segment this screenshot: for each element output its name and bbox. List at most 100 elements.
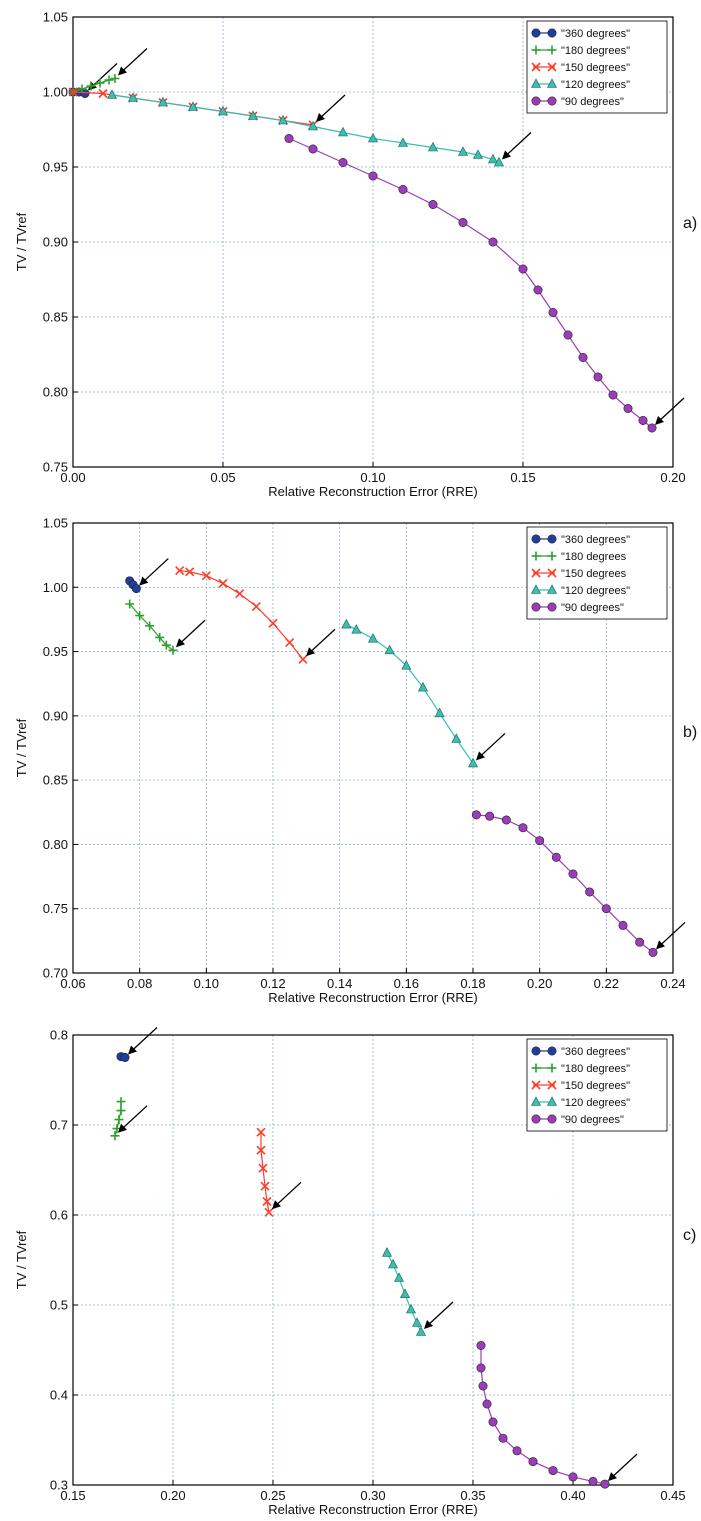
data-point — [593, 372, 603, 382]
data-point — [548, 307, 558, 317]
x-tick-label: 0.35 — [460, 1488, 485, 1503]
data-point — [338, 158, 348, 168]
legend-marker — [547, 551, 557, 561]
y-tick-label: 0.4 — [50, 1388, 68, 1403]
x-tick-label: 0.20 — [660, 470, 685, 485]
legend-marker — [547, 1063, 557, 1073]
plot-frame — [72, 1034, 674, 1486]
y-tick-label: 0.85 — [43, 310, 68, 325]
data-point — [551, 852, 561, 862]
data-point — [623, 403, 633, 413]
data-point — [518, 823, 528, 833]
series-4 — [471, 810, 686, 957]
annotation-arrowhead — [306, 647, 315, 657]
data-point — [120, 1053, 130, 1063]
data-point — [98, 88, 108, 99]
data-point — [308, 144, 318, 154]
data-point — [185, 567, 195, 577]
series-line — [111, 94, 500, 164]
legend-marker — [531, 1114, 541, 1124]
x-tick-label: 0.14 — [327, 976, 352, 991]
x-tick-label: 0.08 — [127, 976, 152, 991]
data-point — [268, 618, 278, 628]
y-tick-label: 0.7 — [50, 1118, 68, 1133]
data-point — [638, 415, 648, 425]
data-point — [285, 638, 295, 648]
panel-label: c) — [683, 1227, 696, 1244]
annotation-arrow — [308, 628, 336, 654]
annotation-arrowhead — [118, 66, 127, 76]
annotation-arrow — [178, 619, 206, 645]
legend: "360 degrees" "180 degrees" "150 degrees" "… — [526, 20, 668, 114]
annotation-arrow — [658, 921, 686, 947]
x-tick-label: 0.20 — [527, 976, 552, 991]
annotation-arrowhead — [176, 638, 185, 648]
x-tick-label: 0.24 — [660, 976, 685, 991]
data-point — [601, 904, 611, 914]
legend-marker — [531, 1080, 541, 1090]
legend-marker — [547, 602, 557, 612]
legend-marker — [547, 1096, 557, 1106]
data-point — [107, 89, 117, 99]
data-point — [451, 733, 462, 743]
annotation-arrow — [90, 63, 118, 88]
chart-panel-1: 0.06 0.08 0.10 0.12 0.14 0.16 0.18 0.20 0.22 0.24… — [14, 516, 697, 1006]
data-point — [648, 947, 658, 957]
data-point — [251, 602, 261, 612]
series-line — [260, 1132, 270, 1213]
x-tick-label: 0.00 — [60, 470, 85, 485]
data-point — [256, 1127, 266, 1137]
legend-label: "360 degrees" — [561, 28, 630, 40]
data-point — [114, 1115, 124, 1125]
data-point — [155, 632, 165, 642]
data-point — [398, 185, 408, 195]
data-point — [568, 869, 578, 879]
data-point — [401, 660, 412, 670]
legend-label: "180 degrees" — [561, 45, 630, 57]
data-point — [135, 611, 145, 621]
data-point — [488, 153, 498, 164]
legend-label: "180 degrees — [561, 551, 627, 563]
data-point — [308, 120, 318, 131]
data-point — [400, 1288, 410, 1298]
data-point — [384, 644, 395, 655]
series-0 — [116, 1027, 158, 1063]
y-tick-label: 0.90 — [43, 708, 68, 723]
data-point — [412, 1317, 422, 1327]
data-point — [398, 137, 408, 147]
legend-marker — [547, 45, 557, 55]
x-tick-label: 0.10 — [360, 470, 385, 485]
data-point — [434, 707, 445, 718]
annotation-arrow — [478, 732, 506, 758]
data-point — [635, 937, 645, 947]
data-point — [647, 423, 657, 433]
data-point — [485, 811, 495, 821]
legend-marker — [547, 584, 557, 594]
data-point — [535, 836, 545, 846]
data-point — [501, 815, 511, 825]
annotation-arrowhead — [424, 1320, 433, 1329]
annotation-arrowhead — [608, 1472, 617, 1482]
data-point — [418, 681, 428, 692]
data-point — [338, 126, 348, 137]
annotation-arrowhead — [118, 1123, 127, 1133]
y-tick-label: 0.80 — [43, 385, 68, 400]
data-point — [608, 390, 618, 400]
data-point — [473, 149, 483, 159]
y-axis-label: TV / TVref — [14, 718, 29, 777]
plot-frame — [72, 522, 674, 974]
legend-label: "90 degrees" — [561, 602, 624, 614]
y-axis-label: TV / TVref — [14, 1230, 29, 1289]
data-point — [512, 1446, 522, 1456]
x-axis-label: Relative Reconstruction Error (RRE) — [268, 1502, 478, 1517]
data-point — [128, 92, 138, 102]
legend-label: "360 degrees" — [561, 1046, 630, 1058]
data-point — [618, 920, 628, 930]
series-1 — [110, 1097, 148, 1141]
y-tick-label: 1.05 — [43, 10, 68, 25]
data-point — [471, 810, 481, 820]
data-point — [568, 1472, 578, 1482]
data-point — [518, 264, 528, 274]
data-point — [548, 1466, 558, 1476]
